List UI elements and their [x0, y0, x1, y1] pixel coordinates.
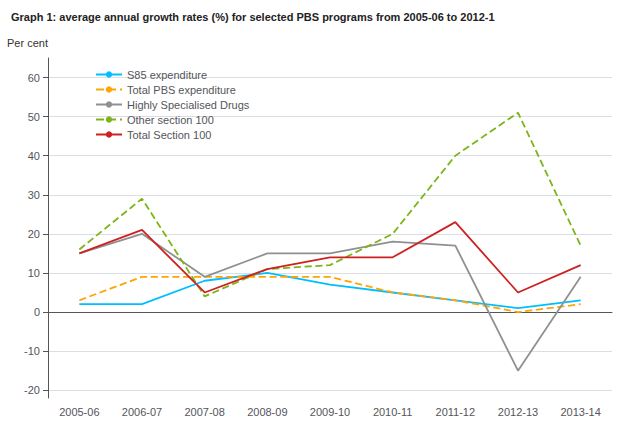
svg-text:2013-14: 2013-14: [560, 406, 600, 418]
svg-text:60: 60: [28, 72, 40, 84]
svg-text:2009-10: 2009-10: [310, 406, 350, 418]
svg-text:40: 40: [28, 150, 40, 162]
svg-text:Graph 1: average annual growth: Graph 1: average annual growth rates (%)…: [11, 11, 495, 23]
svg-text:10: 10: [28, 267, 40, 279]
svg-text:-10: -10: [24, 345, 40, 357]
svg-text:2012-13: 2012-13: [498, 406, 538, 418]
svg-text:2005-06: 2005-06: [59, 406, 99, 418]
svg-text:0: 0: [34, 306, 40, 318]
svg-text:2008-09: 2008-09: [247, 406, 287, 418]
svg-text:2010-11: 2010-11: [373, 406, 413, 418]
svg-text:Total Section 100: Total Section 100: [127, 129, 211, 141]
svg-text:Highly Specialised Drugs: Highly Specialised Drugs: [127, 99, 250, 111]
svg-text:50: 50: [28, 111, 40, 123]
svg-text:2011-12: 2011-12: [436, 406, 476, 418]
svg-text:Other section 100: Other section 100: [127, 114, 214, 126]
svg-text:20: 20: [28, 228, 40, 240]
svg-text:Per cent: Per cent: [7, 37, 48, 49]
svg-text:30: 30: [28, 189, 40, 201]
svg-text:S85 expenditure: S85 expenditure: [127, 69, 207, 81]
svg-text:Total PBS expenditure: Total PBS expenditure: [127, 84, 236, 96]
svg-text:2007-08: 2007-08: [184, 406, 224, 418]
svg-text:-20: -20: [24, 384, 40, 396]
svg-text:2006-07: 2006-07: [122, 406, 162, 418]
